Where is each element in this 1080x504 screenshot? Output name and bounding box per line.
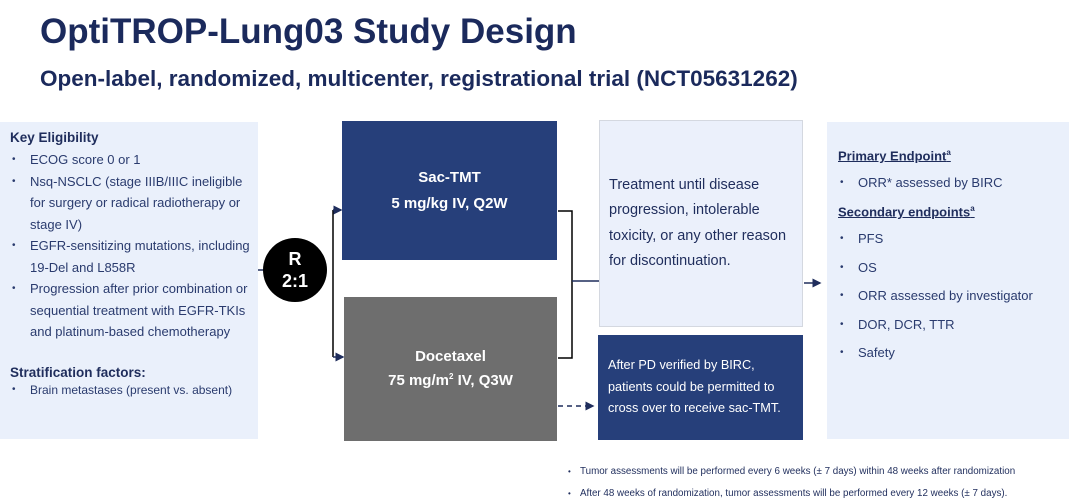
secondary-endpoint-item: PFS — [838, 225, 1069, 254]
treatment-text: Treatment until disease progression, int… — [609, 173, 802, 275]
crossover-text: After PD verified by BIRC, patients coul… — [608, 355, 797, 420]
secondary-endpoints-heading-text: Secondary endpoints — [838, 204, 970, 219]
randomization-label: R — [263, 248, 327, 270]
primary-endpoint-heading-text: Primary Endpoint — [838, 148, 946, 163]
randomization-circle: R 2:1 — [263, 238, 327, 302]
docetaxel-arm: Docetaxel 75 mg/m2 IV, Q3W — [344, 297, 557, 441]
docetaxel-dose-suffix: IV, Q3W — [453, 372, 512, 389]
secondary-endpoint-item: OS — [838, 254, 1069, 283]
docetaxel-name: Docetaxel — [415, 347, 486, 367]
sac-tmt-dose: 5 mg/kg IV, Q2W — [391, 191, 507, 217]
docetaxel-dose-text: 75 mg/m — [388, 372, 449, 389]
sac-tmt-name: Sac-TMT — [418, 165, 481, 191]
footnote: Tumor assessments will be performed ever… — [568, 461, 1015, 483]
crossover-box: After PD verified by BIRC, patients coul… — [598, 335, 803, 440]
secondary-endpoints-sup: a — [970, 204, 974, 213]
secondary-endpoint-item: ORR assessed by investigator — [838, 282, 1069, 311]
primary-endpoint-heading: Primary Endpointa — [838, 148, 1069, 163]
endpoints-panel: Primary Endpointa ORR* assessed by BIRC … — [827, 122, 1069, 439]
primary-endpoint-item: ORR* assessed by BIRC — [838, 169, 1069, 198]
secondary-endpoint-item: DOR, DCR, TTR — [838, 311, 1069, 340]
randomization-ratio: 2:1 — [263, 270, 327, 292]
footnote: After 48 weeks of randomization, tumor a… — [568, 483, 1015, 504]
docetaxel-dose: 75 mg/m2 IV, Q3W — [388, 367, 513, 391]
primary-endpoint-sup: a — [946, 148, 950, 157]
treatment-box: Treatment until disease progression, int… — [599, 120, 803, 327]
arms-merge-bracket — [558, 211, 572, 358]
footnotes: Tumor assessments will be performed ever… — [568, 461, 1015, 504]
sac-tmt-arm: Sac-TMT 5 mg/kg IV, Q2W — [342, 121, 557, 260]
secondary-endpoint-item: Safety — [838, 339, 1069, 368]
secondary-endpoints-heading: Secondary endpointsa — [838, 204, 1069, 219]
